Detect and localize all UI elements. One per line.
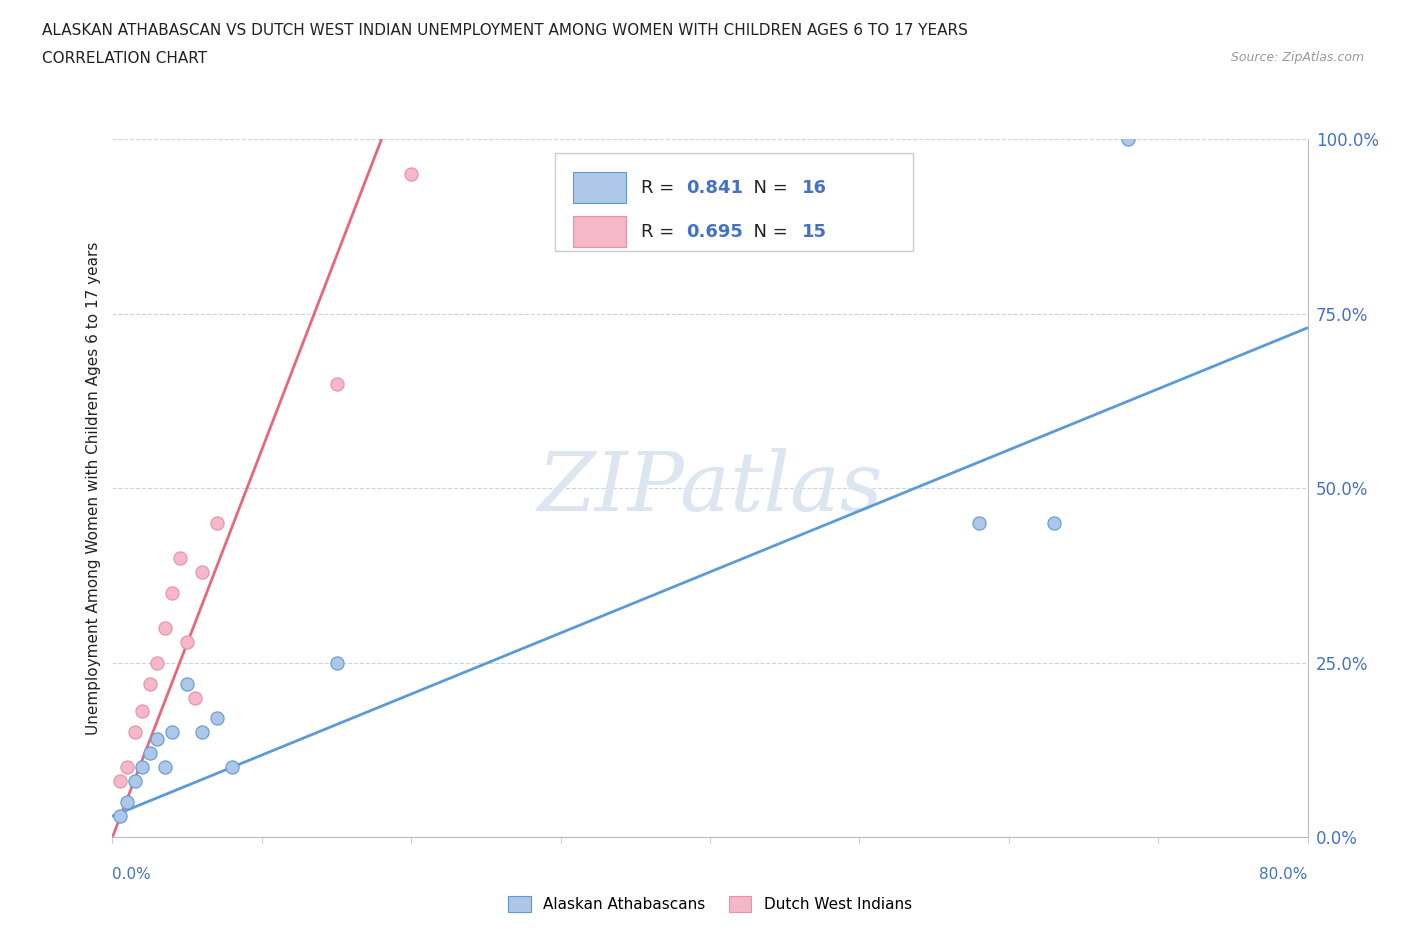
- Text: 16: 16: [801, 179, 827, 196]
- Point: [967, 515, 990, 530]
- Point: [117, 794, 139, 809]
- Point: [139, 746, 162, 761]
- Text: R =: R =: [641, 179, 679, 196]
- Point: [205, 711, 228, 725]
- Point: [176, 634, 198, 649]
- Point: [205, 515, 228, 530]
- Point: [146, 732, 169, 747]
- Point: [153, 620, 176, 635]
- Point: [131, 760, 153, 775]
- Point: [325, 376, 347, 391]
- Point: [124, 725, 146, 740]
- Point: [117, 760, 139, 775]
- Point: [191, 565, 214, 579]
- Text: 0.695: 0.695: [686, 222, 742, 241]
- Point: [169, 551, 191, 565]
- FancyBboxPatch shape: [572, 216, 626, 247]
- Text: CORRELATION CHART: CORRELATION CHART: [42, 51, 207, 66]
- Point: [139, 676, 162, 691]
- Point: [183, 690, 205, 705]
- FancyBboxPatch shape: [554, 153, 914, 251]
- Text: N =: N =: [742, 179, 794, 196]
- Point: [162, 725, 183, 740]
- Point: [146, 655, 169, 670]
- Text: N =: N =: [742, 222, 794, 241]
- Point: [1116, 132, 1139, 147]
- Text: 80.0%: 80.0%: [1260, 867, 1308, 882]
- Point: [124, 774, 146, 789]
- Point: [401, 167, 423, 182]
- Text: R =: R =: [641, 222, 679, 241]
- Text: 0.841: 0.841: [686, 179, 744, 196]
- Point: [191, 725, 214, 740]
- Point: [325, 655, 347, 670]
- Text: 15: 15: [801, 222, 827, 241]
- Point: [221, 760, 243, 775]
- Legend: Alaskan Athabascans, Dutch West Indians: Alaskan Athabascans, Dutch West Indians: [501, 889, 920, 920]
- Point: [1042, 515, 1064, 530]
- Text: Source: ZipAtlas.com: Source: ZipAtlas.com: [1230, 51, 1364, 64]
- Text: ZIPatlas: ZIPatlas: [537, 448, 883, 528]
- Text: 0.0%: 0.0%: [112, 867, 152, 882]
- FancyBboxPatch shape: [572, 172, 626, 204]
- Text: ALASKAN ATHABASCAN VS DUTCH WEST INDIAN UNEMPLOYMENT AMONG WOMEN WITH CHILDREN A: ALASKAN ATHABASCAN VS DUTCH WEST INDIAN …: [42, 23, 969, 38]
- Point: [176, 676, 198, 691]
- Point: [131, 704, 153, 719]
- Point: [108, 774, 131, 789]
- Point: [108, 809, 131, 824]
- Y-axis label: Unemployment Among Women with Children Ages 6 to 17 years: Unemployment Among Women with Children A…: [86, 242, 101, 735]
- Point: [162, 586, 183, 601]
- Point: [153, 760, 176, 775]
